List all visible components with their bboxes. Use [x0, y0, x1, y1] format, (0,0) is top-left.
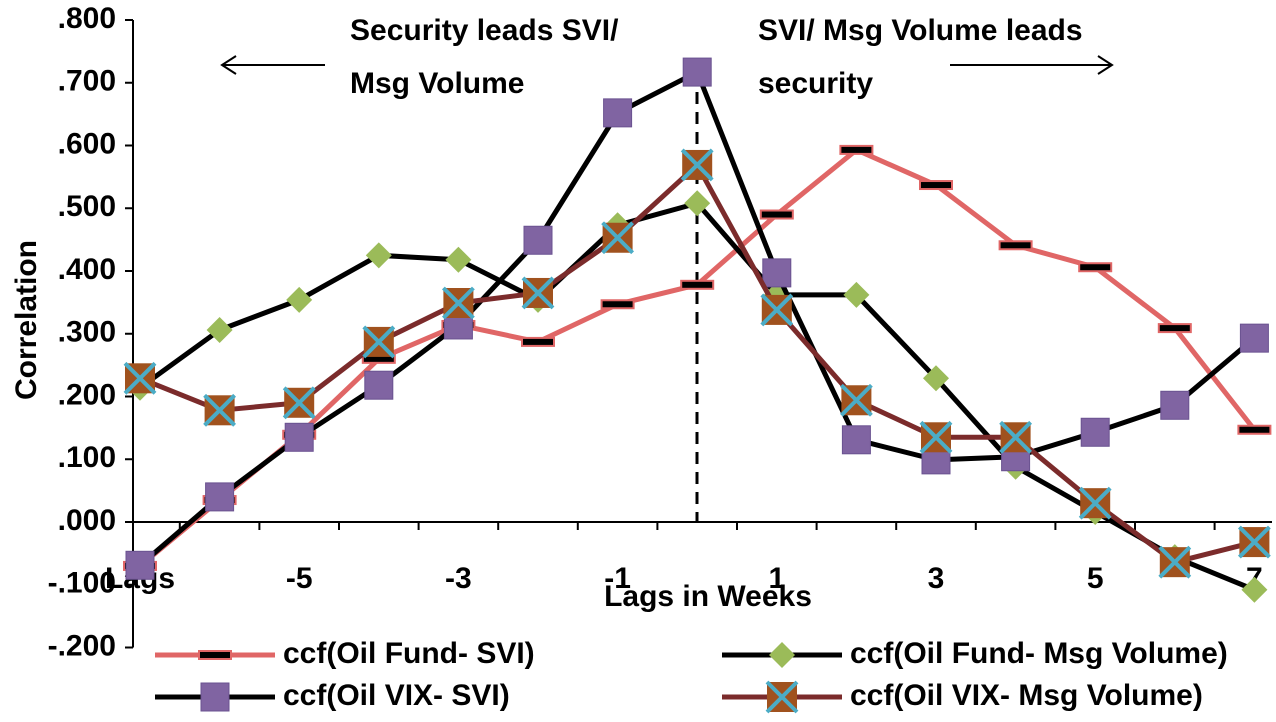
- marker: [1078, 486, 1112, 520]
- y-tick-label: .400: [58, 253, 116, 286]
- marker: [521, 336, 555, 347]
- legend-label: ccf(Oil VIX- Msg Volume): [850, 679, 1203, 712]
- marker-cross: [680, 148, 714, 182]
- marker: [286, 286, 313, 313]
- marker: [1241, 576, 1268, 603]
- marker: [760, 293, 794, 327]
- marker-cross: [765, 680, 799, 714]
- marker: [682, 57, 712, 87]
- y-tick-label: .800: [58, 2, 116, 35]
- marker: [362, 325, 396, 359]
- marker: [1160, 390, 1190, 420]
- marker-cross: [362, 325, 396, 359]
- annotation: Msg Volume: [350, 67, 524, 100]
- marker: [123, 361, 157, 395]
- x-tick-label: -3: [445, 562, 472, 595]
- marker: [680, 148, 714, 182]
- annotation: security: [758, 67, 873, 100]
- marker: [441, 286, 475, 320]
- marker: [999, 420, 1033, 454]
- marker: [125, 550, 155, 580]
- marker: [1080, 417, 1110, 447]
- marker: [839, 144, 874, 155]
- y-tick-label: .000: [58, 504, 116, 537]
- marker: [282, 386, 316, 420]
- marker: [1078, 262, 1113, 273]
- x-axis-label: Lags in Weeks: [604, 580, 812, 613]
- marker: [762, 258, 792, 288]
- x-tick-label: 1: [768, 562, 785, 595]
- marker: [1239, 323, 1269, 353]
- marker-cross: [441, 286, 475, 320]
- marker-cross: [919, 420, 953, 454]
- marker: [841, 425, 871, 455]
- marker: [284, 422, 314, 452]
- marker: [769, 642, 795, 668]
- y-tick-label: .200: [58, 378, 116, 411]
- annotation: SVI/ Msg Volume leads: [758, 14, 1083, 47]
- x-tick-label: -1: [604, 562, 631, 595]
- marker: [364, 370, 394, 400]
- y-tick-label: .300: [58, 316, 116, 349]
- marker: [198, 650, 232, 660]
- marker: [923, 365, 949, 392]
- marker: [521, 276, 555, 310]
- legend-item: ccf(Oil VIX- SVI): [155, 679, 510, 712]
- y-tick-label: -.100: [48, 567, 116, 600]
- marker-cross: [1158, 545, 1192, 579]
- legend-item: ccf(Oil VIX- Msg Volume): [722, 679, 1203, 714]
- marker: [1237, 424, 1272, 435]
- marker-cross: [839, 383, 873, 417]
- y-axis-label: Correlation: [10, 240, 43, 400]
- marker: [365, 242, 392, 269]
- x-tick-label: 5: [1087, 562, 1104, 595]
- marker: [523, 225, 553, 255]
- marker: [1237, 525, 1271, 559]
- y-tick-label: -.200: [48, 629, 116, 662]
- marker-cross: [1078, 486, 1112, 520]
- marker: [603, 98, 633, 128]
- y-tick-label: .500: [58, 190, 116, 223]
- marker-cross: [760, 293, 794, 327]
- marker: [205, 482, 235, 512]
- legend-item: ccf(Oil Fund- Msg Volume): [722, 637, 1228, 670]
- y-tick-label: .600: [58, 127, 116, 160]
- marker-cross: [203, 393, 237, 427]
- marker: [601, 221, 635, 255]
- marker: [200, 682, 230, 712]
- y-tick-label: .700: [58, 65, 116, 98]
- marker: [206, 316, 233, 343]
- marker: [600, 299, 635, 310]
- marker-cross: [521, 276, 555, 310]
- marker: [998, 240, 1033, 251]
- marker: [1157, 323, 1192, 334]
- marker: [203, 393, 237, 427]
- y-tick-label: .100: [58, 441, 116, 474]
- marker-cross: [123, 361, 157, 395]
- x-tick-label: 3: [928, 562, 945, 595]
- marker: [919, 420, 953, 454]
- marker: [684, 190, 711, 217]
- marker-cross: [1237, 525, 1271, 559]
- legend-label: ccf(Oil VIX- SVI): [283, 679, 510, 712]
- arrow: [220, 55, 1114, 75]
- marker: [759, 209, 794, 220]
- marker: [445, 246, 472, 273]
- marker: [839, 383, 873, 417]
- marker-cross: [601, 221, 635, 255]
- marker: [1158, 545, 1192, 579]
- marker: [765, 680, 799, 714]
- marker-cross: [999, 420, 1033, 454]
- legend-label: ccf(Oil Fund- SVI): [283, 637, 535, 670]
- x-tick-label: -5: [286, 562, 313, 595]
- legend-label: ccf(Oil Fund- Msg Volume): [850, 637, 1228, 670]
- annotation: Security leads SVI/: [350, 14, 619, 47]
- marker: [843, 281, 870, 308]
- marker-cross: [282, 386, 316, 420]
- legend-item: ccf(Oil Fund- SVI): [155, 637, 535, 670]
- marker: [680, 279, 715, 290]
- marker: [919, 180, 953, 191]
